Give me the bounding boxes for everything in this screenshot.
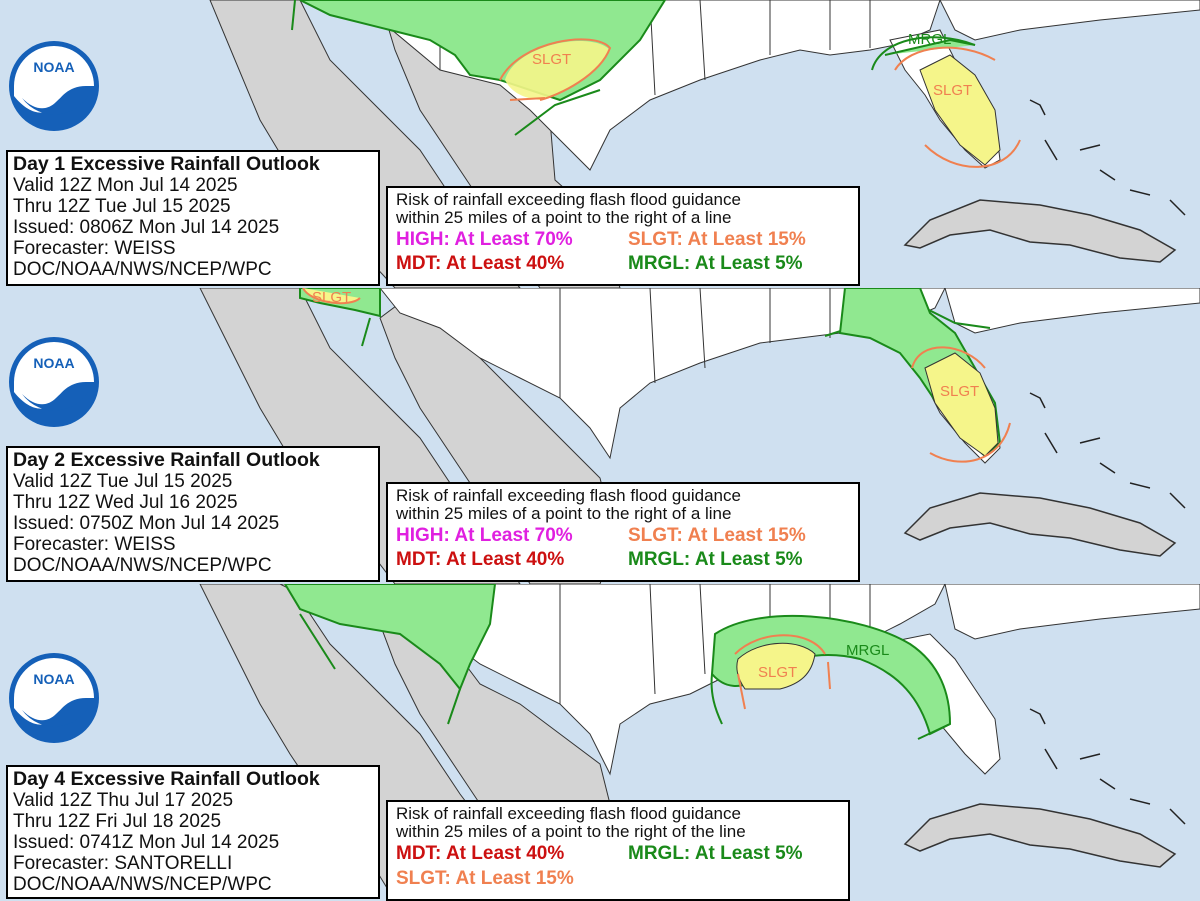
day4-mrgl-gulf-label: MRGL <box>846 642 889 659</box>
day1-issued: Issued: 0806Z Mon Jul 14 2025 <box>13 217 280 238</box>
day1-slgt-fl-label: SLGT <box>933 82 972 99</box>
day1-title: Day 1 Excessive Rainfall Outlook <box>13 153 320 175</box>
day2-legend-mdt: MDT: At Least 40% <box>396 549 565 570</box>
day2-legend: Risk of rainfall exceeding flash flood g… <box>386 482 860 582</box>
day4-forecaster: Forecaster: SANTORELLI <box>13 853 233 874</box>
day2-title: Day 2 Excessive Rainfall Outlook <box>13 449 320 471</box>
svg-text:NOAA: NOAA <box>33 59 74 75</box>
day2-legend-mrgl: MRGL: At Least 5% <box>628 549 803 570</box>
day4-legend-mdt: MDT: At Least 40% <box>396 843 565 864</box>
day4-thru: Thru 12Z Fri Jul 18 2025 <box>13 811 222 832</box>
day2-slgt-nm-label: SLGT <box>312 289 351 306</box>
day1-agency: DOC/NOAA/NWS/NCEP/WPC <box>13 259 272 280</box>
day2-info-box: Day 2 Excessive Rainfall Outlook Valid 1… <box>6 446 380 582</box>
noaa-logo-icon: NOAA <box>9 337 99 427</box>
day4-legend: Risk of rainfall exceeding flash flood g… <box>386 800 850 901</box>
day4-legend-slgt: SLGT: At Least 15% <box>396 868 574 889</box>
day4-valid: Valid 12Z Thu Jul 17 2025 <box>13 790 234 811</box>
svg-text:NOAA: NOAA <box>33 671 74 687</box>
day2-thru: Thru 12Z Wed Jul 16 2025 <box>13 492 238 513</box>
day1-forecaster: Forecaster: WEISS <box>13 238 176 259</box>
day4-issued: Issued: 0741Z Mon Jul 14 2025 <box>13 832 280 853</box>
day4-panel: MRGL SLGT NOAA Day 4 Excessive Rainfall … <box>0 584 1200 901</box>
day4-info-box: Day 4 Excessive Rainfall Outlook Valid 1… <box>6 765 380 899</box>
day2-slgt-fl-label: SLGT <box>940 383 979 400</box>
day4-legend-desc1: Risk of rainfall exceeding flash flood g… <box>396 804 741 823</box>
day1-legend-high: HIGH: At Least 70% <box>396 229 573 250</box>
day1-legend-mdt: MDT: At Least 40% <box>396 253 565 274</box>
day2-valid: Valid 12Z Tue Jul 15 2025 <box>13 471 233 492</box>
day1-legend-desc2: within 25 miles of a point to the right … <box>396 208 732 227</box>
day2-issued: Issued: 0750Z Mon Jul 14 2025 <box>13 513 280 534</box>
day2-panel: SLGT SLGT NOAA Day 2 Excessive Rainfall … <box>0 288 1200 584</box>
day2-agency: DOC/NOAA/NWS/NCEP/WPC <box>13 555 272 576</box>
noaa-logo-icon: NOAA <box>9 41 99 131</box>
day1-panel: SLGT MRGL SLGT NOAA Day 1 Excessive Rain… <box>0 0 1200 288</box>
day2-legend-slgt: SLGT: At Least 15% <box>628 525 806 546</box>
day1-info-box: Day 1 Excessive Rainfall Outlook Valid 1… <box>6 150 380 286</box>
noaa-logo-icon: NOAA <box>9 653 99 743</box>
svg-text:NOAA: NOAA <box>33 355 74 371</box>
day4-slgt-la-label: SLGT <box>758 664 797 681</box>
day4-legend-desc2: within 25 miles of a point to the right … <box>396 822 746 841</box>
day1-valid: Valid 12Z Mon Jul 14 2025 <box>13 175 238 196</box>
day2-legend-desc2: within 25 miles of a point to the right … <box>396 504 732 523</box>
day1-legend-mrgl: MRGL: At Least 5% <box>628 253 803 274</box>
day4-legend-mrgl: MRGL: At Least 5% <box>628 843 803 864</box>
day4-agency: DOC/NOAA/NWS/NCEP/WPC <box>13 874 272 895</box>
day2-forecaster: Forecaster: WEISS <box>13 534 176 555</box>
day2-legend-high: HIGH: At Least 70% <box>396 525 573 546</box>
day1-legend: Risk of rainfall exceeding flash flood g… <box>386 186 860 286</box>
day1-thru: Thru 12Z Tue Jul 15 2025 <box>13 196 231 217</box>
day2-legend-desc1: Risk of rainfall exceeding flash flood g… <box>396 486 741 505</box>
day4-title: Day 4 Excessive Rainfall Outlook <box>13 768 320 790</box>
day1-legend-slgt: SLGT: At Least 15% <box>628 229 806 250</box>
day1-legend-desc1: Risk of rainfall exceeding flash flood g… <box>396 190 741 209</box>
day1-mrgl-fl-label: MRGL <box>908 31 951 48</box>
day1-slgt-tx-label: SLGT <box>532 51 571 68</box>
